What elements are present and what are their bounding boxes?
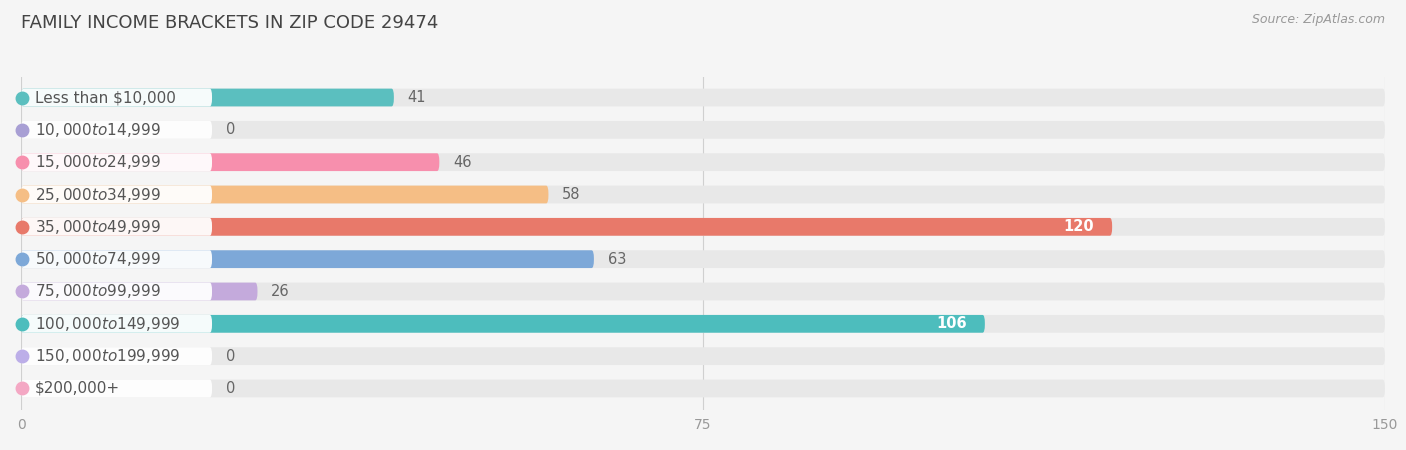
FancyBboxPatch shape	[21, 218, 1385, 236]
Text: $35,000 to $49,999: $35,000 to $49,999	[35, 218, 160, 236]
Text: $15,000 to $24,999: $15,000 to $24,999	[35, 153, 160, 171]
FancyBboxPatch shape	[21, 121, 1385, 139]
Text: $25,000 to $34,999: $25,000 to $34,999	[35, 185, 160, 203]
Text: 0: 0	[226, 122, 235, 137]
FancyBboxPatch shape	[21, 315, 1385, 333]
Text: 106: 106	[936, 316, 967, 331]
FancyBboxPatch shape	[21, 283, 257, 301]
FancyBboxPatch shape	[21, 315, 984, 333]
Text: $150,000 to $199,999: $150,000 to $199,999	[35, 347, 180, 365]
FancyBboxPatch shape	[21, 283, 1385, 301]
Text: 63: 63	[607, 252, 626, 267]
FancyBboxPatch shape	[21, 250, 212, 268]
Text: 120: 120	[1063, 219, 1094, 234]
FancyBboxPatch shape	[21, 218, 212, 236]
FancyBboxPatch shape	[21, 89, 394, 106]
FancyBboxPatch shape	[21, 89, 1385, 106]
FancyBboxPatch shape	[21, 380, 1385, 397]
FancyBboxPatch shape	[21, 89, 212, 106]
FancyBboxPatch shape	[21, 185, 1385, 203]
FancyBboxPatch shape	[21, 283, 212, 301]
FancyBboxPatch shape	[21, 380, 212, 397]
Text: Source: ZipAtlas.com: Source: ZipAtlas.com	[1251, 14, 1385, 27]
FancyBboxPatch shape	[21, 121, 212, 139]
FancyBboxPatch shape	[21, 347, 1385, 365]
FancyBboxPatch shape	[21, 185, 548, 203]
Text: 0: 0	[226, 381, 235, 396]
FancyBboxPatch shape	[21, 218, 1112, 236]
Text: $75,000 to $99,999: $75,000 to $99,999	[35, 283, 160, 301]
Text: 26: 26	[271, 284, 290, 299]
FancyBboxPatch shape	[21, 250, 1385, 268]
Text: FAMILY INCOME BRACKETS IN ZIP CODE 29474: FAMILY INCOME BRACKETS IN ZIP CODE 29474	[21, 14, 439, 32]
FancyBboxPatch shape	[21, 250, 593, 268]
Text: 46: 46	[453, 155, 471, 170]
Text: 58: 58	[562, 187, 581, 202]
Text: 0: 0	[226, 349, 235, 364]
Text: Less than $10,000: Less than $10,000	[35, 90, 176, 105]
FancyBboxPatch shape	[21, 185, 212, 203]
FancyBboxPatch shape	[21, 153, 212, 171]
FancyBboxPatch shape	[21, 315, 212, 333]
Text: $10,000 to $14,999: $10,000 to $14,999	[35, 121, 160, 139]
Text: 41: 41	[408, 90, 426, 105]
FancyBboxPatch shape	[21, 153, 1385, 171]
FancyBboxPatch shape	[21, 347, 212, 365]
FancyBboxPatch shape	[21, 153, 439, 171]
Text: $200,000+: $200,000+	[35, 381, 120, 396]
Text: $100,000 to $149,999: $100,000 to $149,999	[35, 315, 180, 333]
Text: $50,000 to $74,999: $50,000 to $74,999	[35, 250, 160, 268]
